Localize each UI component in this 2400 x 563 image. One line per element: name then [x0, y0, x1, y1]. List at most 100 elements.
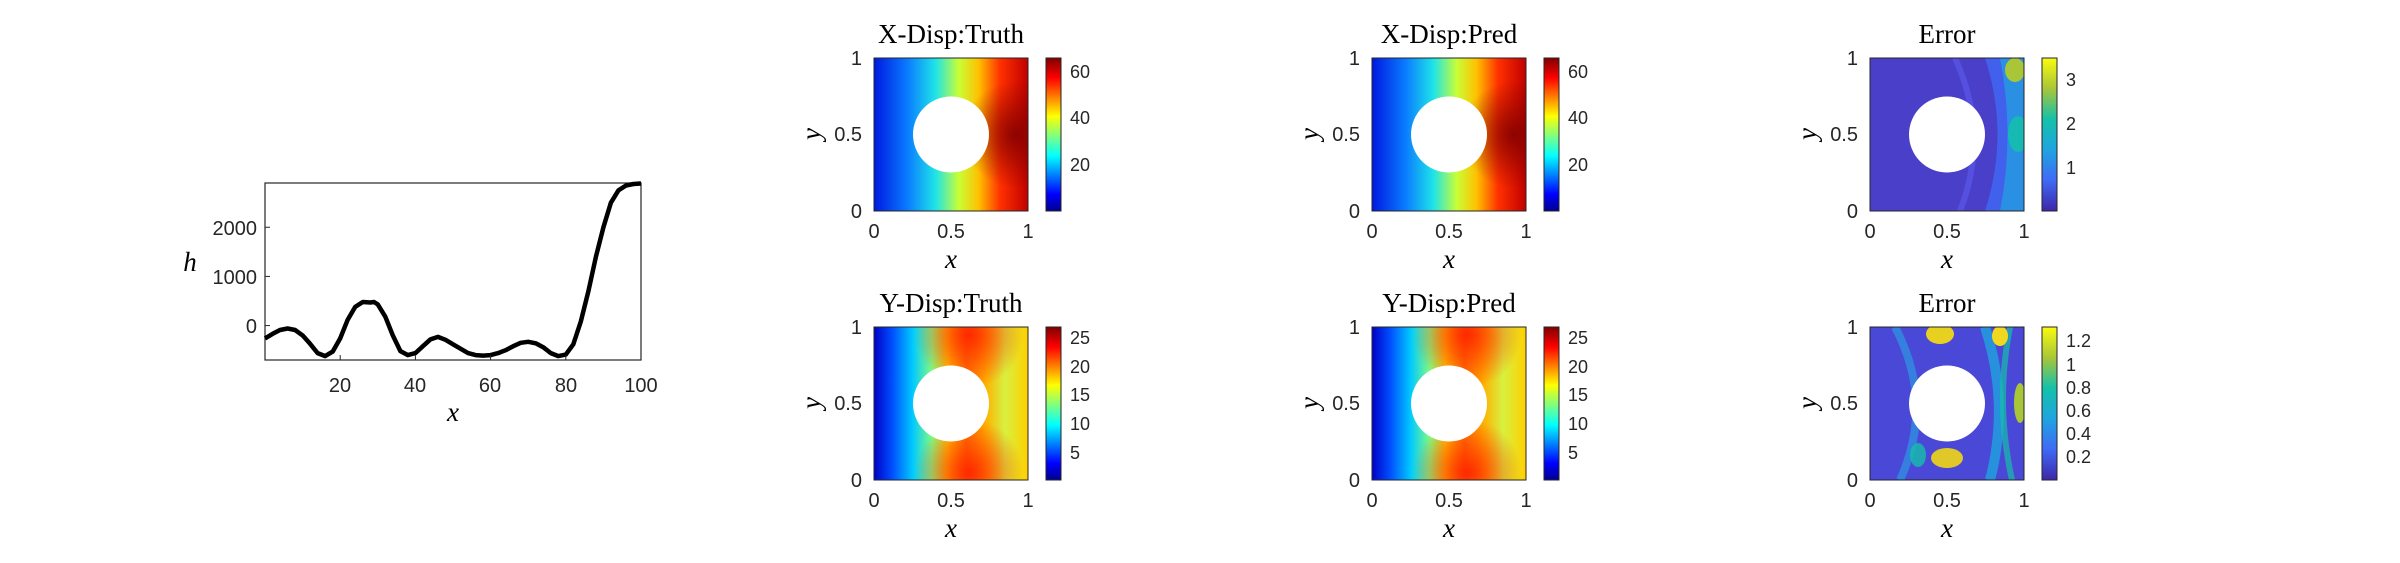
y-tick-label: 0.5	[1332, 393, 1360, 415]
x-tick-label: 1	[2018, 221, 2029, 243]
x-axis-label: x	[1442, 244, 1455, 274]
colorbar-tick-label: 25	[1070, 328, 1090, 348]
axes-frame	[1869, 326, 2025, 481]
heatmap-y-disp-pred: Y-Disp:Pred 0 0.5 1 0 0.5 1 x y 5 10 15 …	[1294, 288, 1588, 543]
x-tick-label: 0.5	[1933, 221, 1961, 243]
hole	[1411, 365, 1487, 442]
x-tick-label: 40	[404, 375, 426, 397]
colorbar-tick-label: 15	[1568, 385, 1588, 405]
error-hotspot	[2005, 58, 2024, 82]
error-hotspot	[2008, 116, 2024, 152]
x-axis-label: x	[1940, 244, 1953, 274]
x-tick-label: 80	[555, 375, 577, 397]
x-tick-label: 1	[1022, 490, 1033, 512]
y-tick-label: 1	[851, 48, 862, 70]
colorbar	[1045, 326, 1062, 481]
colorbar-tick-label: 60	[1568, 62, 1588, 82]
x-tick-label: 1	[1520, 221, 1531, 243]
x-tick-label: 1	[1022, 221, 1033, 243]
hole	[913, 96, 989, 173]
y-tick-label: 0	[851, 470, 862, 492]
axes-frame	[873, 326, 1029, 481]
colorbar	[2041, 57, 2058, 212]
y-axis-label: y	[796, 397, 826, 412]
axes-frame	[873, 57, 1029, 212]
colorbar-tick-label: 1	[2066, 158, 2076, 178]
x-tick-label: 0.5	[1933, 490, 1961, 512]
x-axis-label: x	[944, 513, 957, 543]
error-hotspot	[1910, 443, 1926, 467]
y-tick-label: 1000	[213, 267, 258, 289]
hole	[1411, 96, 1487, 173]
colorbar-tick-label: 20	[1070, 357, 1090, 377]
colorbar-tick-label: 10	[1070, 414, 1090, 434]
line-chart-frame	[264, 182, 642, 361]
colorbar-tick-label: 20	[1568, 357, 1588, 377]
y-tick-label: 0.5	[1830, 393, 1858, 415]
y-axis-label: y	[1294, 128, 1324, 143]
x-tick-label: 0.5	[937, 490, 965, 512]
y-tick-label: 1	[1349, 48, 1360, 70]
chart-title: Error	[1919, 288, 1976, 318]
x-tick-label: 0.5	[1435, 490, 1463, 512]
colorbar-tick-label: 2	[2066, 114, 2076, 134]
heatmap-error-x: Error 0 0.5 1 0 0.5 1 x y 1 2 3	[1792, 19, 2076, 274]
x-tick-label: 0	[1864, 490, 1875, 512]
colorbar-tick-label: 1.2	[2066, 331, 2091, 351]
y-tick-label: 2000	[213, 218, 258, 240]
colorbar-tick-label: 40	[1568, 108, 1588, 128]
x-tick-label: 0	[1864, 221, 1875, 243]
colorbar-tick-label: 60	[1070, 62, 1090, 82]
y-tick-label: 0	[1847, 470, 1858, 492]
y-tick-label: 0.5	[834, 124, 862, 146]
y-tick-label: 0	[1349, 201, 1360, 223]
hole	[1909, 96, 1985, 173]
error-hotspot	[1926, 327, 1954, 344]
y-axis-label: y	[796, 128, 826, 143]
colorbar-tick-label: 10	[1568, 414, 1588, 434]
colorbar-tick-label: 1	[2066, 355, 2076, 375]
colorbar-tick-label: 0.6	[2066, 401, 2091, 421]
colorbar-tick-label: 20	[1070, 155, 1090, 175]
colorbar-tick-label: 0.4	[2066, 424, 2091, 444]
colorbar-tick-label: 0.2	[2066, 447, 2091, 467]
chart-title: Y-Disp:Truth	[879, 288, 1023, 318]
y-tick-label: 0	[1349, 470, 1360, 492]
x-tick-label: 0	[1366, 221, 1377, 243]
chart-title: Y-Disp:Pred	[1382, 288, 1516, 318]
y-axis-label: h	[183, 247, 197, 277]
error-band	[1980, 327, 2004, 480]
chart-title: X-Disp:Truth	[878, 19, 1025, 49]
axes-frame	[1371, 57, 1527, 212]
chart-title: Error	[1919, 19, 1976, 49]
y-tick-label: 0	[851, 201, 862, 223]
error-hotspot	[1992, 327, 2008, 346]
error-hotspot	[2014, 383, 2024, 423]
heatmap-y-disp-truth: Y-Disp:Truth 0 0.5 1 0 0.5 1 x y 5 10 15…	[796, 288, 1090, 543]
colorbar	[2041, 326, 2058, 481]
y-tick-label: 0	[246, 316, 257, 338]
colorbar-tick-label: 0.8	[2066, 378, 2091, 398]
x-tick-label: 0	[1366, 490, 1377, 512]
x-tick-label: 0	[868, 490, 879, 512]
error-hotspot	[1931, 448, 1963, 468]
axes-frame	[1371, 326, 1527, 481]
x-tick-label: 0.5	[937, 221, 965, 243]
chart-title: X-Disp:Pred	[1381, 19, 1518, 49]
y-tick-label: 1	[851, 317, 862, 339]
y-axis-label: y	[1294, 397, 1324, 412]
colorbar	[1543, 326, 1560, 481]
y-tick-label: 0.5	[1332, 124, 1360, 146]
y-tick-label: 0.5	[1830, 124, 1858, 146]
y-axis-label: y	[1792, 128, 1822, 143]
y-axis-label: y	[1792, 397, 1822, 412]
heatmap-x-disp-pred: X-Disp:Pred 0 0.5 1 0 0.5 1 x y 20 40 60	[1294, 19, 1588, 274]
colorbar	[1045, 57, 1062, 212]
heatmap-x-disp-truth: X-Disp:Truth 0 0.5 1 0 0.5 1 x y 20 40 6…	[796, 19, 1090, 274]
heatmap-error-y: Error 0 0.5 1 0 0.5 1 x y 0.2 0.4 0.6 0.…	[1792, 288, 2091, 543]
x-tick-label: 60	[479, 375, 501, 397]
y-tick-label: 1	[1847, 48, 1858, 70]
x-axis-label: x	[1442, 513, 1455, 543]
line-chart-panel: 20 40 60 80 100 0 1000 2000 x h	[183, 181, 658, 427]
